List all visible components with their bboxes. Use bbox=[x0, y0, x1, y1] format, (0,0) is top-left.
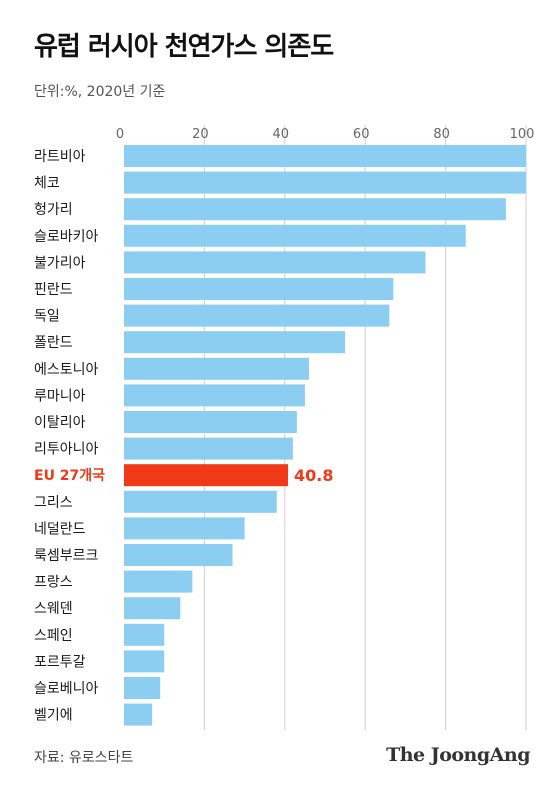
x-tick-label: 40 bbox=[273, 127, 290, 142]
chart-title: 유럽 러시아 천연가스 의존도 bbox=[34, 32, 334, 62]
category-label: 네덜란드 bbox=[34, 521, 86, 537]
category-label: 핀란드 bbox=[34, 282, 73, 298]
publisher-logo: The JoongAng bbox=[386, 744, 530, 766]
bar bbox=[124, 304, 390, 327]
x-tick-label: 100 bbox=[510, 127, 535, 142]
bar bbox=[124, 490, 277, 513]
category-label-highlight: EU 27개국 bbox=[34, 468, 105, 484]
category-label: 리투아니아 bbox=[34, 442, 99, 458]
category-label: 에스토니아 bbox=[34, 362, 99, 378]
bar bbox=[124, 544, 233, 566]
bar-highlight bbox=[124, 464, 289, 487]
x-tick-label: 80 bbox=[433, 127, 450, 142]
bar bbox=[124, 597, 181, 620]
x-tick-label: 60 bbox=[353, 127, 370, 142]
bar bbox=[124, 278, 394, 300]
category-label: 라트비아 bbox=[34, 149, 86, 165]
bar bbox=[124, 198, 506, 221]
category-label: 스웨덴 bbox=[34, 601, 73, 617]
bar bbox=[124, 384, 305, 407]
bar bbox=[124, 411, 297, 433]
bar bbox=[124, 517, 245, 540]
category-label: 이탈리아 bbox=[34, 415, 86, 431]
bar bbox=[124, 251, 426, 274]
category-label: 벨기에 bbox=[34, 708, 73, 724]
category-label: 그리스 bbox=[34, 495, 73, 511]
category-label: 루마니아 bbox=[34, 388, 86, 404]
bar bbox=[124, 357, 309, 380]
category-label: 슬로베니아 bbox=[34, 681, 99, 697]
bar bbox=[124, 650, 165, 673]
category-label: 프랑스 bbox=[34, 575, 73, 591]
x-tick-label: 0 bbox=[116, 127, 124, 142]
bar bbox=[124, 623, 165, 646]
bar bbox=[124, 224, 466, 247]
highlight-value-label: 40.8 bbox=[294, 466, 333, 485]
x-tick-label: 20 bbox=[192, 127, 209, 142]
bar bbox=[124, 331, 346, 354]
bar bbox=[124, 570, 193, 593]
category-labels: 라트비아체코헝가리슬로바키아불가리아핀란드독일폴란드에스토니아루마니아이탈리아리… bbox=[34, 149, 334, 724]
bar bbox=[124, 145, 526, 167]
category-label: 불가리아 bbox=[34, 255, 86, 271]
category-label: 스페인 bbox=[34, 628, 73, 644]
bar bbox=[124, 677, 161, 699]
x-axis-ticks: 0 20 40 60 80 100 bbox=[116, 127, 535, 142]
bars bbox=[124, 145, 526, 726]
bar bbox=[124, 703, 153, 726]
category-label: 포르투갈 bbox=[34, 654, 86, 670]
bar bbox=[124, 171, 526, 194]
category-label: 룩셈부르크 bbox=[34, 548, 99, 564]
source-note: 자료: 유로스타트 bbox=[34, 750, 134, 766]
category-label: 헝가리 bbox=[34, 202, 73, 218]
category-label: 독일 bbox=[34, 309, 60, 325]
category-label: 체코 bbox=[34, 176, 60, 192]
chart-subtitle: 단위:%, 2020년 기준 bbox=[34, 84, 166, 100]
category-label: 폴란드 bbox=[34, 335, 73, 351]
category-label: 슬로바키아 bbox=[34, 229, 99, 245]
bar bbox=[124, 437, 293, 460]
